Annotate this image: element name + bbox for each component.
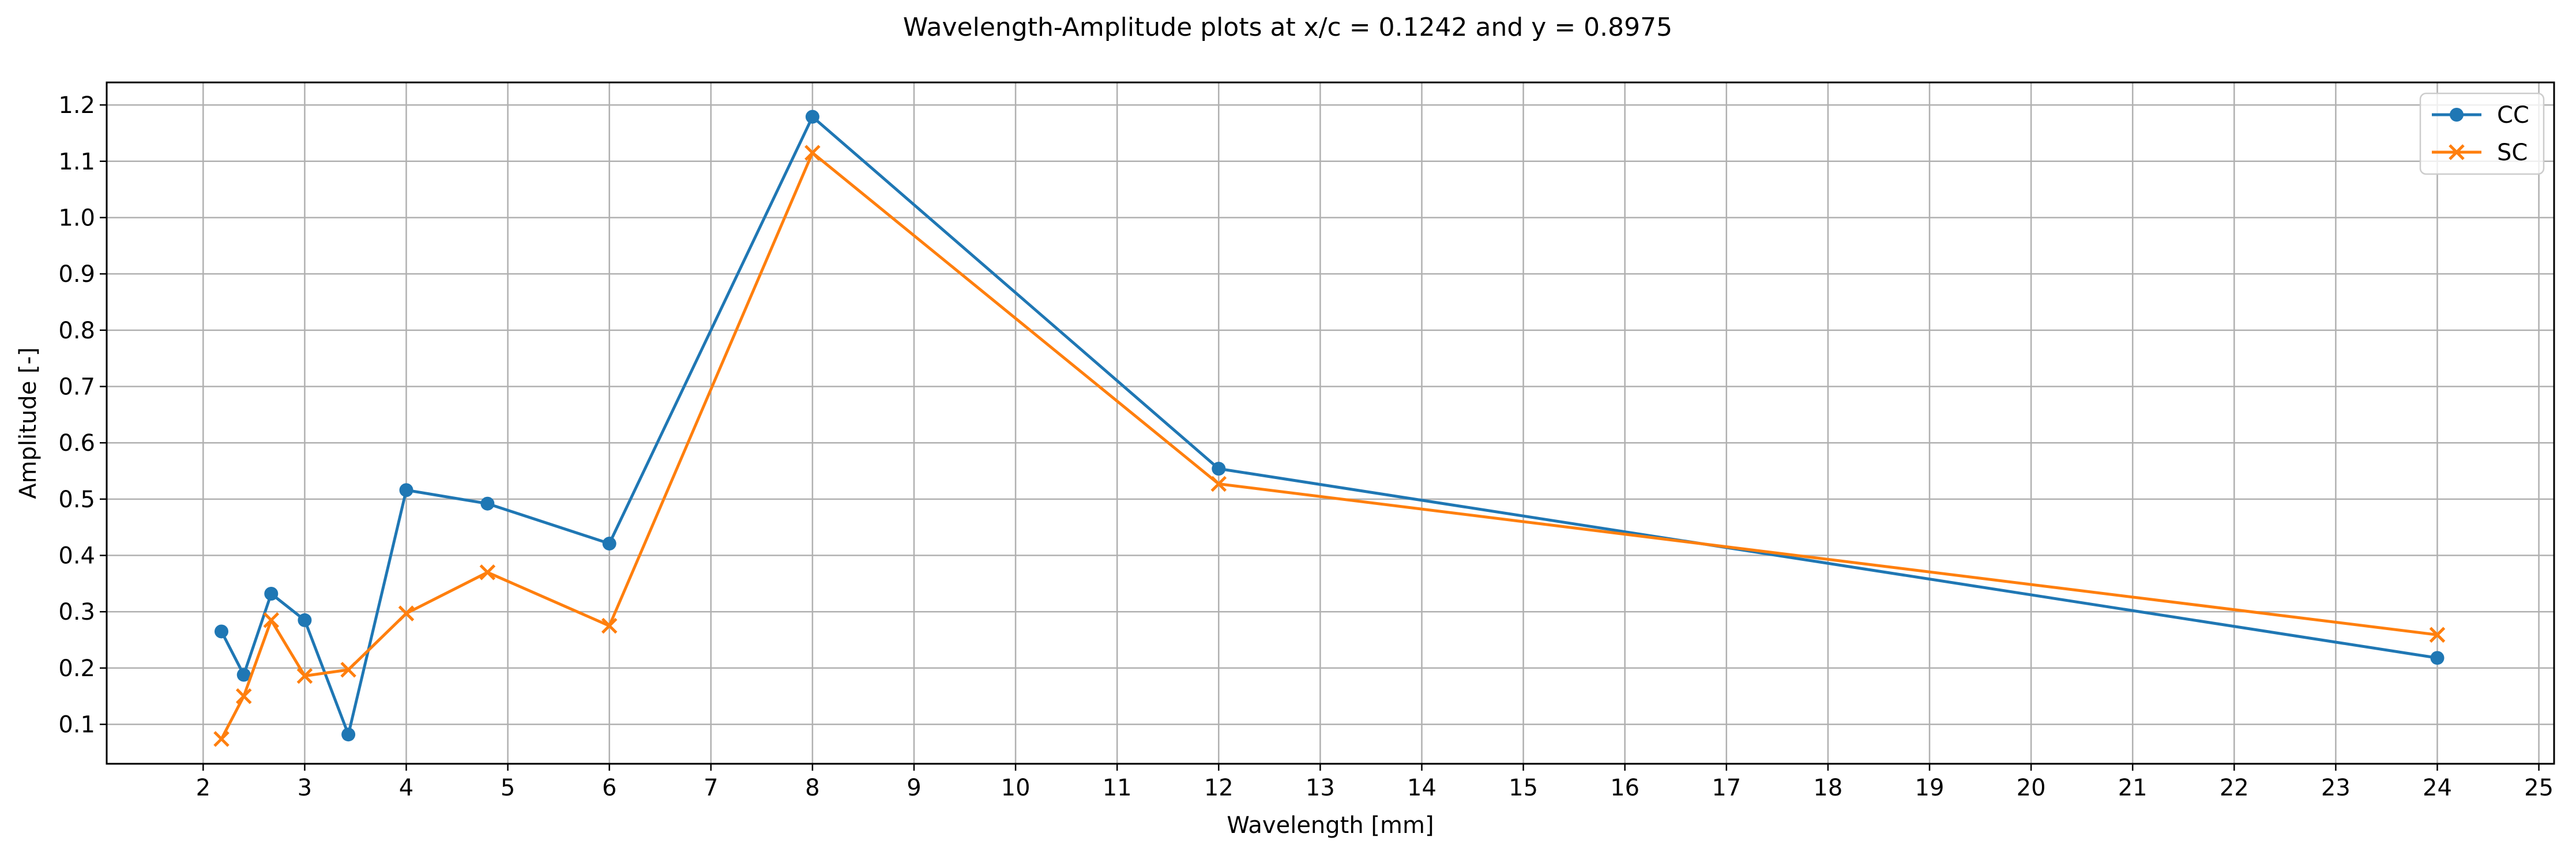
- data-point-sc: [340, 662, 356, 678]
- series-line-cc: [220, 115, 2438, 736]
- data-point-sc: [601, 617, 618, 634]
- data-point-cc: [2430, 651, 2445, 665]
- y-tick-label: 0.8: [58, 318, 95, 344]
- data-point-cc: [805, 110, 819, 124]
- data-point-cc: [341, 727, 356, 742]
- data-point-cc: [399, 483, 413, 497]
- x-tick-label: 8: [805, 775, 819, 801]
- x-tick-label: 16: [1610, 775, 1639, 801]
- x-tick-label: 14: [1407, 775, 1436, 801]
- data-point-cc: [236, 668, 251, 682]
- plot-frame: [106, 81, 2555, 765]
- data-point-cc: [602, 537, 616, 551]
- x-tick-label: 23: [2321, 775, 2351, 801]
- x-tick-label: 17: [1712, 775, 1741, 801]
- x-tick-label: 15: [1509, 775, 1538, 801]
- y-tick-label: 1.2: [58, 92, 95, 119]
- x-tick-label: 2: [196, 775, 210, 801]
- legend: CC SC: [2419, 92, 2545, 175]
- data-point-sc: [2429, 627, 2446, 643]
- data-point-sc: [1210, 476, 1227, 492]
- data-point-cc: [264, 586, 279, 601]
- x-tick-label: 21: [2118, 775, 2148, 801]
- x-axis-label: Wavelength [mm]: [1227, 812, 1434, 839]
- y-tick-label: 0.7: [58, 374, 95, 401]
- y-tick-label: 0.9: [58, 261, 95, 288]
- legend-cc-marker: [2450, 108, 2464, 122]
- x-tick-label: 19: [1915, 775, 1945, 801]
- legend-sc-label: SC: [2497, 139, 2528, 166]
- data-point-sc: [398, 605, 415, 621]
- data-point-sc: [479, 564, 496, 580]
- y-tick-label: 0.6: [58, 430, 95, 457]
- data-point-sc: [213, 731, 230, 747]
- axis-ticks: 2 3 4 5 6 7 8 9 10 11 12 13 14 15 16 17 18 19 20 21 22 23 24 25…: [58, 92, 2554, 801]
- legend-sc-marker: [2449, 144, 2465, 160]
- y-tick-label: 0.5: [58, 487, 95, 513]
- x-tick-label: 12: [1204, 775, 1234, 801]
- x-tick-label: 9: [907, 775, 921, 801]
- data-point-cc: [214, 624, 228, 639]
- data-point-sc: [263, 612, 280, 628]
- legend-cc-label: CC: [2497, 102, 2529, 129]
- y-tick-label: 1.0: [58, 205, 95, 231]
- data-point-sc: [296, 668, 313, 684]
- x-tick-label: 25: [2524, 775, 2554, 801]
- x-tick-label: 3: [298, 775, 312, 801]
- x-tick-label: 7: [704, 775, 718, 801]
- x-tick-label: 13: [1306, 775, 1335, 801]
- x-tick-label: 24: [2423, 775, 2452, 801]
- x-tick-label: 22: [2220, 775, 2249, 801]
- chart-title: Wavelength-Amplitude plots at x/c = 0.12…: [903, 13, 1672, 42]
- x-tick-label: 6: [602, 775, 616, 801]
- data-point-sc: [235, 688, 252, 704]
- grid: [107, 82, 2554, 764]
- x-tick-label: 20: [2017, 775, 2046, 801]
- x-tick-label: 11: [1103, 775, 1132, 801]
- y-tick-label: 0.2: [58, 655, 95, 682]
- x-tick-label: 4: [399, 775, 413, 801]
- x-tick-label: 5: [501, 775, 515, 801]
- x-tick-label: 10: [1001, 775, 1031, 801]
- data-point-cc: [480, 496, 495, 511]
- series-line-sc: [220, 151, 2438, 740]
- y-axis-label: Amplitude [-]: [15, 347, 42, 499]
- data-point-sc: [804, 145, 821, 161]
- data-point-cc: [298, 613, 312, 627]
- y-tick-label: 0.3: [58, 599, 95, 625]
- y-tick-label: 0.4: [58, 543, 95, 570]
- y-tick-label: 1.1: [58, 149, 95, 175]
- y-tick-label: 0.1: [58, 712, 95, 738]
- data-point-cc: [1212, 462, 1226, 476]
- x-tick-label: 18: [1813, 775, 1842, 801]
- plot-series: [213, 110, 2446, 747]
